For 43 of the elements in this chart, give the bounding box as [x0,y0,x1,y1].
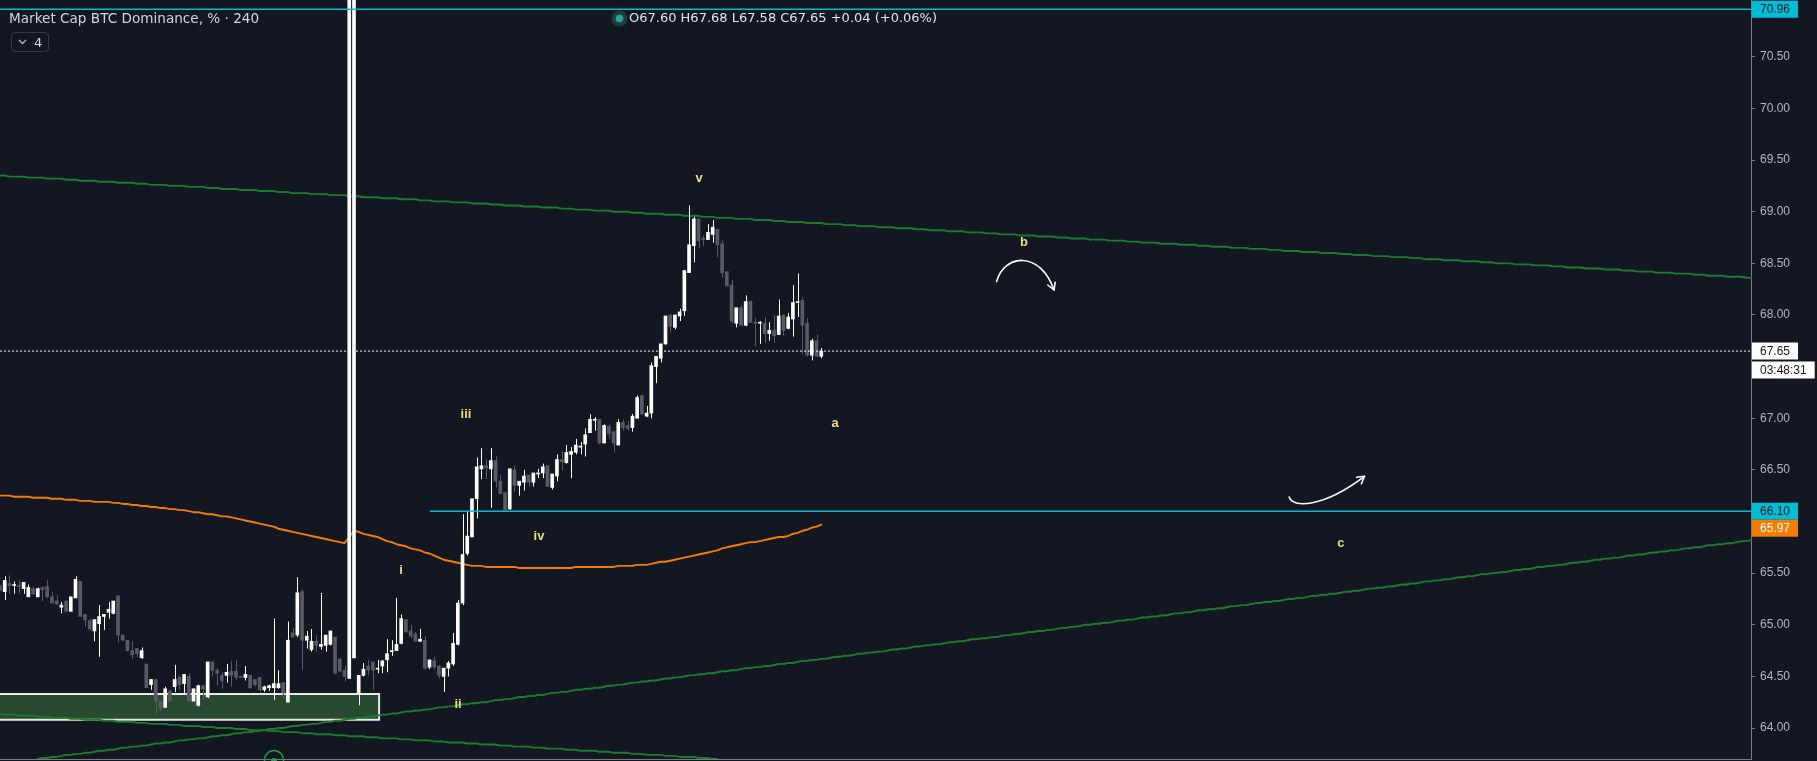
candlestick [201,685,205,701]
candlestick [758,320,762,345]
candlestick [191,688,196,702]
annotation: a [831,414,840,430]
candlestick [592,416,597,432]
y-tick-label: 68.00 [1760,307,1791,322]
text: Market Cap BTC Dominance, % · 240 [9,9,260,27]
annotation: i [399,561,403,577]
y-tick-label: 69.00 [1760,204,1791,219]
candlestick [545,465,550,487]
candlestick [319,592,323,651]
toggle-button: 4 [11,32,50,52]
candlestick [484,459,488,480]
ref-line-label: 70.96 [1760,2,1791,17]
candlestick [640,395,644,415]
y-tick-label: 70.50 [1760,49,1791,64]
y-tick-label: 65.00 [1760,617,1791,632]
y-tick-label: 69.50 [1760,152,1791,167]
annotation: iv [533,528,546,544]
y-tick-label: 65.50 [1760,565,1791,580]
text: O67.60 H67.68 L67.58 C67.65 +0.04 (+0.06%) [629,9,938,27]
candlestick [12,580,16,595]
annotation: v [695,169,704,185]
y-tick-label: 64.50 [1760,668,1791,683]
text: 65.97 [1760,520,1791,535]
candlestick [404,619,408,633]
y-tick-label: 67.00 [1760,410,1791,425]
candlestick [389,639,394,657]
annotation: 4 [34,34,43,50]
annotation: iii [460,405,472,421]
annotation: b [1020,233,1029,249]
text: 03:48:31 [1760,362,1808,377]
ref-line-label: 66.10 [1760,503,1791,518]
y-tick-label: 66.50 [1760,462,1791,477]
y-tick-label: 68.50 [1760,255,1791,270]
annotation: c [1337,535,1345,551]
y-tick-label: 64.00 [1760,720,1791,735]
y-tick-label: 70.00 [1760,100,1791,115]
annotation: ii [454,696,462,712]
ref-line-label: 67.65 [1760,343,1791,358]
candlestick [17,579,21,595]
candlestick [144,663,149,689]
candlestick [418,628,422,642]
